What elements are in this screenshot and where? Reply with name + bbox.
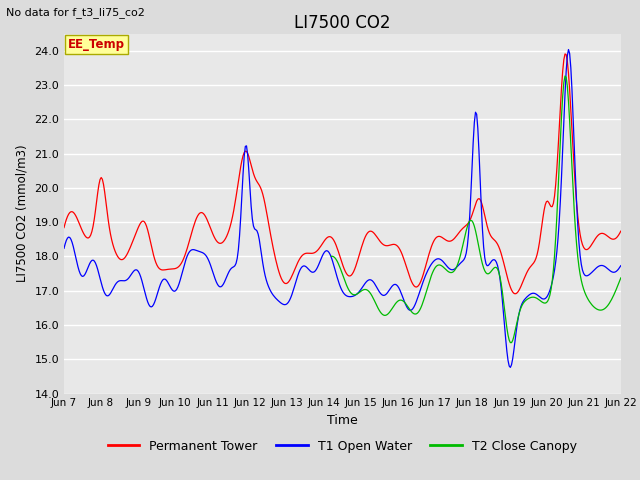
Legend: Permanent Tower, T1 Open Water, T2 Close Canopy: Permanent Tower, T1 Open Water, T2 Close… <box>103 434 582 457</box>
T1 Open Water <box>617 263 625 269</box>
T2 Close Canopy <box>372 300 380 306</box>
Permanent Tower <box>469 209 477 215</box>
T2 Close Canopy <box>469 220 477 226</box>
T1 Open Water <box>469 140 477 145</box>
T2 Close Canopy <box>399 298 406 303</box>
Text: No data for f_t3_li75_co2: No data for f_t3_li75_co2 <box>6 7 145 18</box>
T2 Close Canopy <box>566 119 573 124</box>
Permanent Tower <box>561 51 569 57</box>
T1 Open Water <box>372 282 380 288</box>
T1 Open Water <box>295 270 303 276</box>
Permanent Tower <box>60 225 68 230</box>
T1 Open Water <box>564 47 572 52</box>
Permanent Tower <box>372 232 380 238</box>
T1 Open Water <box>60 245 68 251</box>
Permanent Tower <box>295 258 303 264</box>
Permanent Tower <box>617 228 625 234</box>
T2 Close Canopy <box>617 275 625 281</box>
Permanent Tower <box>511 291 519 297</box>
Line: Permanent Tower: Permanent Tower <box>64 54 621 294</box>
T1 Open Water <box>568 87 576 93</box>
Permanent Tower <box>399 252 406 258</box>
Permanent Tower <box>234 186 241 192</box>
T1 Open Water <box>506 364 514 370</box>
X-axis label: Time: Time <box>327 414 358 427</box>
Line: T1 Open Water: T1 Open Water <box>64 49 621 367</box>
Line: T2 Close Canopy: T2 Close Canopy <box>332 76 621 343</box>
Text: EE_Temp: EE_Temp <box>68 38 125 51</box>
Title: LI7500 CO2: LI7500 CO2 <box>294 14 390 32</box>
T1 Open Water <box>234 255 241 261</box>
Permanent Tower <box>568 127 576 133</box>
T1 Open Water <box>399 293 406 299</box>
Y-axis label: LI7500 CO2 (mmol/m3): LI7500 CO2 (mmol/m3) <box>16 145 29 282</box>
